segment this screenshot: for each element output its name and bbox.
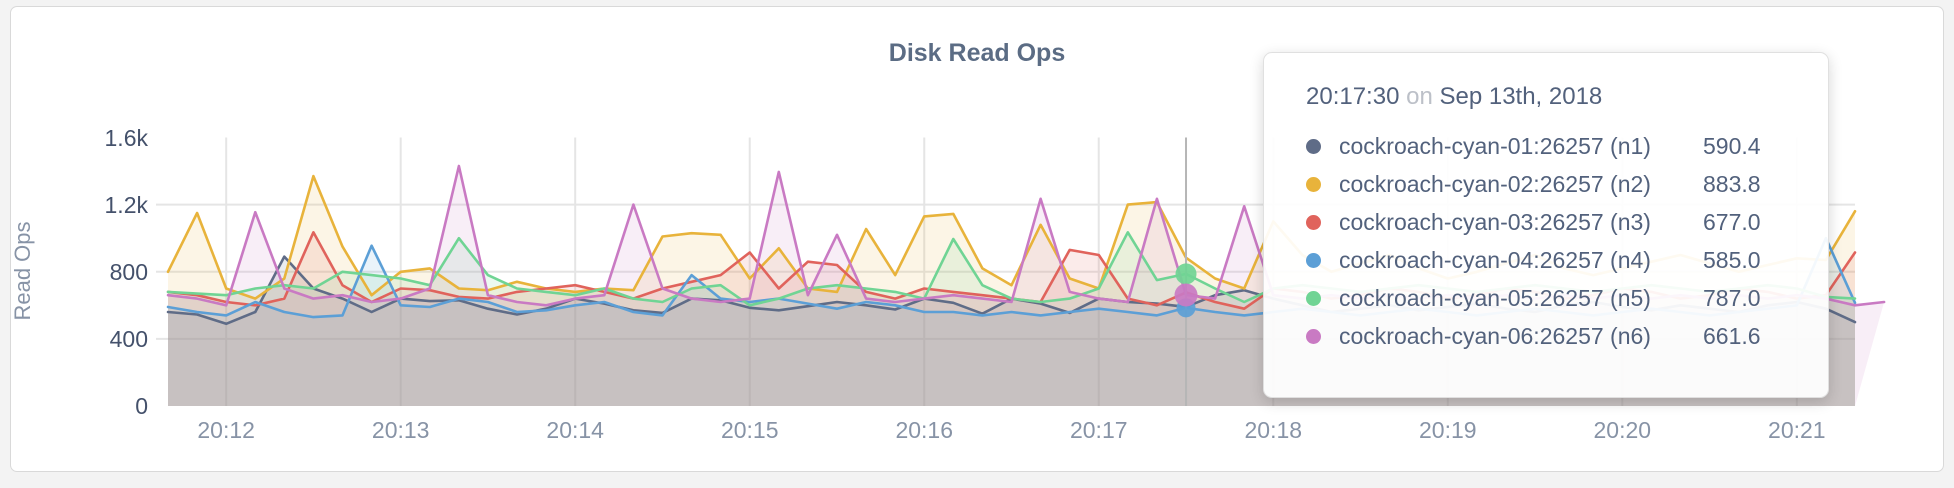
tooltip-row: cockroach-cyan-03:26257 (n3) 677.0	[1306, 203, 1798, 241]
tooltip-row: cockroach-cyan-06:26257 (n6) 661.6	[1306, 317, 1798, 355]
tooltip-series-value: 787.0	[1703, 284, 1761, 311]
x-tick-label: 20:20	[1593, 417, 1652, 443]
hover-point	[1174, 283, 1198, 307]
hover-point	[1175, 263, 1197, 285]
y-tick-label: 1.2k	[104, 191, 148, 218]
series-dot-icon	[1306, 252, 1321, 268]
tooltip-series-name: cockroach-cyan-01:26257 (n1)	[1339, 132, 1651, 159]
tooltip-series-name: cockroach-cyan-02:26257 (n2)	[1339, 170, 1651, 197]
tooltip-series-value: 661.6	[1703, 322, 1761, 349]
x-tick-label: 20:17	[1069, 417, 1128, 443]
tooltip-series-name: cockroach-cyan-06:26257 (n6)	[1339, 322, 1651, 349]
series-dot-icon	[1306, 138, 1321, 154]
tooltip-row: cockroach-cyan-05:26257 (n5) 787.0	[1306, 279, 1798, 317]
tooltip-row: cockroach-cyan-02:26257 (n2) 883.8	[1306, 165, 1798, 203]
tooltip-series-value: 585.0	[1703, 246, 1761, 273]
y-tick-label: 0	[135, 393, 148, 419]
tooltip-row: cockroach-cyan-01:26257 (n1) 590.4	[1306, 127, 1798, 165]
series-dot-icon	[1306, 214, 1321, 230]
tooltip-series-value: 883.8	[1703, 170, 1761, 197]
x-tick-label: 20:16	[895, 417, 954, 443]
series-dot-icon	[1306, 176, 1321, 192]
tooltip-header: 20:17:30 on Sep 13th, 2018	[1306, 83, 1798, 111]
tooltip-row: cockroach-cyan-04:26257 (n4) 585.0	[1306, 241, 1798, 279]
x-tick-label: 20:12	[197, 417, 255, 443]
x-tick-label: 20:14	[546, 417, 604, 443]
x-tick-label: 20:18	[1244, 417, 1303, 443]
tooltip-conjunction: on	[1406, 83, 1433, 110]
chart-title: Disk Read Ops	[888, 39, 1066, 67]
tooltip-rows: cockroach-cyan-01:26257 (n1) 590.4 cockroa…	[1306, 127, 1798, 355]
tooltip-series-name: cockroach-cyan-05:26257 (n5)	[1339, 284, 1651, 311]
tooltip-series-name: cockroach-cyan-03:26257 (n3)	[1339, 208, 1651, 235]
tooltip-series-value: 590.4	[1703, 132, 1761, 159]
tooltip-series-value: 677.0	[1703, 208, 1761, 235]
x-tick-label: 20:13	[371, 417, 430, 443]
x-tick-label: 20:21	[1768, 417, 1826, 443]
series-dot-icon	[1306, 328, 1321, 344]
series-dot-icon	[1306, 290, 1321, 306]
x-tick-label: 20:15	[720, 417, 779, 443]
tooltip-series-name: cockroach-cyan-04:26257 (n4)	[1339, 246, 1651, 273]
y-tick-label: 1.6k	[104, 124, 148, 151]
tooltip-time: 20:17:30	[1306, 83, 1400, 110]
y-tick-label: 800	[109, 258, 148, 285]
tooltip-date: Sep 13th, 2018	[1439, 83, 1603, 110]
chart-tooltip: 20:17:30 on Sep 13th, 2018 cockroach-cya…	[1263, 52, 1829, 398]
y-tick-label: 400	[109, 325, 148, 352]
x-tick-label: 20:19	[1419, 417, 1477, 443]
